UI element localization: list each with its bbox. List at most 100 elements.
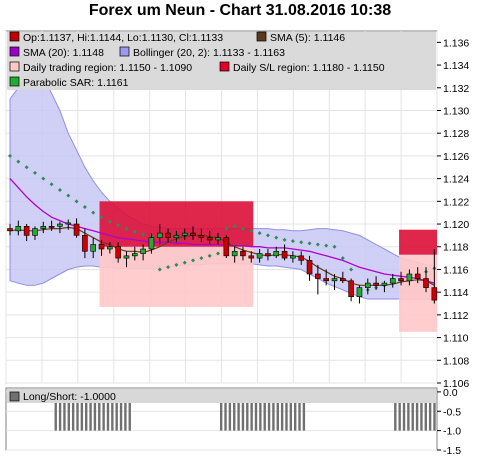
- candle-body: [323, 278, 329, 282]
- legend-swatch: [119, 46, 130, 57]
- candle-body: [331, 278, 338, 282]
- sar-point: [290, 239, 295, 244]
- legend-label: Parabolic SAR: 1.1161: [23, 77, 129, 89]
- candle-body: [273, 250, 280, 257]
- candle-body: [406, 273, 413, 282]
- legend-label: Daily trading region: 1.1150 - 1.1090: [23, 62, 192, 74]
- sar-point: [49, 182, 54, 187]
- chart-title: Forex um Neun - Chart 31.08.2016 10:38: [88, 2, 392, 19]
- candle-body: [173, 235, 180, 238]
- candle-body: [290, 255, 296, 259]
- candle-body: [65, 222, 72, 225]
- long-short-bar: [228, 391, 232, 431]
- long-short-bar: [398, 391, 401, 431]
- long-short-bar: [128, 391, 131, 431]
- sar-point: [166, 265, 171, 270]
- sub-legend: Long/Short: -1.0000: [7, 389, 436, 403]
- sub-y-tick-label: -0.5: [443, 406, 461, 418]
- candle-body: [82, 235, 88, 252]
- trading-region-1: [99, 246, 254, 307]
- candle-body: [107, 246, 113, 250]
- sma5-line: [9, 226, 435, 286]
- long-short-bar: [289, 391, 293, 431]
- long-short-bar: [298, 391, 301, 431]
- long-short-bar: [106, 391, 110, 431]
- candle-body: [265, 253, 271, 257]
- long-short-bar: [241, 391, 245, 431]
- sar-point: [174, 262, 179, 267]
- candle-body: [23, 226, 30, 236]
- sar-point: [157, 267, 162, 272]
- long-short-bar: [124, 391, 127, 431]
- candle-body: [381, 282, 388, 286]
- candle-body: [90, 244, 97, 252]
- candle-body: [306, 260, 313, 275]
- candle-body: [32, 228, 38, 236]
- sar-point: [191, 258, 196, 263]
- sar-point: [307, 241, 312, 246]
- sar-point: [8, 153, 12, 158]
- candle-body: [398, 278, 404, 282]
- y-tick-label: 1.134: [443, 60, 469, 72]
- sar-point: [299, 240, 304, 245]
- long-short-bar: [85, 391, 88, 431]
- candle-body: [190, 232, 196, 236]
- long-short-bar: [285, 391, 288, 431]
- sar-point: [182, 260, 187, 265]
- candle-body: [389, 278, 396, 284]
- candle-body: [115, 246, 121, 259]
- sub-legend-background: [7, 389, 436, 403]
- sar-point: [107, 219, 112, 224]
- long-short-bar: [54, 391, 57, 431]
- legend-swatch: [9, 61, 20, 72]
- y-tick-label: 1.106: [443, 378, 469, 390]
- legend-swatch: [9, 31, 20, 42]
- y-tick-label: 1.116: [443, 264, 469, 276]
- legend-swatch: [219, 61, 230, 72]
- sub-legend-swatch: [9, 391, 20, 402]
- candle-body: [206, 237, 213, 241]
- sub-y-tick-label: 0.0: [443, 387, 458, 399]
- sar-point: [274, 235, 279, 240]
- sar-point: [232, 224, 237, 229]
- long-short-bar: [259, 391, 262, 431]
- legend-label: Op:1.1137, Hi:1.1144, Lo:1.1130, Cl:1.11…: [23, 32, 223, 44]
- y-tick-label: 1.122: [443, 196, 469, 208]
- sub-legend-label: Long/Short: -1.0000: [23, 391, 116, 403]
- long-short-bar: [102, 391, 105, 431]
- sar-point: [132, 229, 137, 234]
- candle-body: [215, 237, 221, 241]
- candle-body: [132, 253, 138, 257]
- candle-body: [98, 244, 105, 250]
- long-short-bar: [119, 391, 123, 431]
- legend-background: [7, 32, 436, 90]
- sar-point: [74, 199, 79, 204]
- y-tick-label: 1.136: [443, 37, 469, 49]
- long-short-bar: [280, 391, 284, 431]
- sar-point: [340, 256, 345, 261]
- sar-point: [349, 267, 354, 272]
- long-short-bar: [428, 391, 432, 431]
- sar-point: [99, 215, 104, 220]
- y-tick-label: 1.130: [443, 105, 469, 117]
- long-short-bar: [250, 391, 253, 431]
- main-y-axis: 1.106 1.108 1.110 1.112 1.114 1.116 1.118 1.120…: [437, 37, 469, 390]
- long-short-bar: [276, 391, 279, 431]
- candle-body: [364, 282, 371, 288]
- long-short-bar: [111, 391, 114, 431]
- sar-point: [257, 231, 262, 236]
- long-short-bar: [246, 391, 249, 431]
- sar-point: [199, 256, 204, 261]
- y-tick-label: 1.126: [443, 151, 469, 163]
- sar-point: [124, 226, 129, 231]
- sar-point: [32, 170, 37, 175]
- long-short-bar: [272, 391, 275, 431]
- main-plot: [5, 30, 438, 384]
- sub-y-tick-label: -1.0: [443, 426, 461, 438]
- long-short-bar: [424, 391, 427, 431]
- y-tick-label: 1.110: [443, 333, 469, 345]
- long-short-bar: [407, 391, 410, 431]
- candle-body: [48, 226, 55, 228]
- legend-swatch: [256, 31, 267, 42]
- sar-point: [57, 187, 62, 192]
